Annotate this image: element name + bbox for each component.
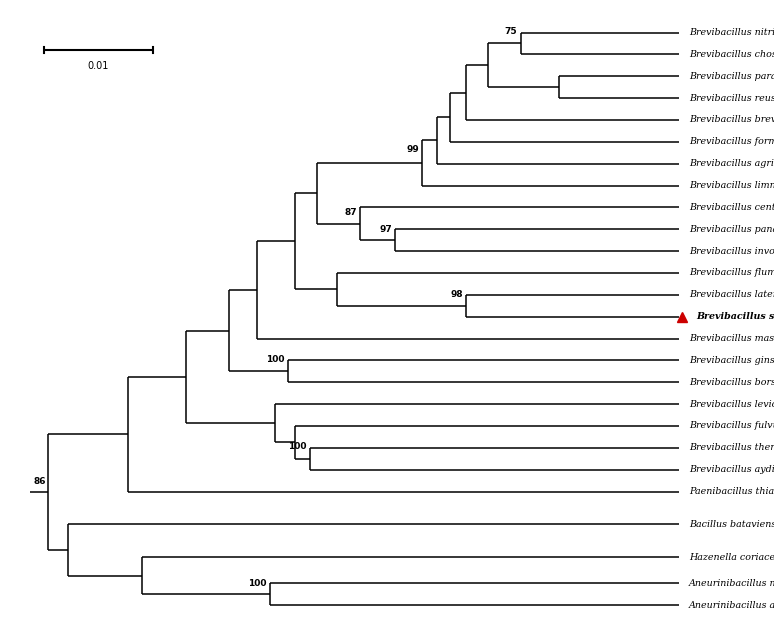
Text: Brevibacillus thermoruber: Brevibacillus thermoruber bbox=[689, 443, 774, 452]
Text: Brevibacillus borstelensis: Brevibacillus borstelensis bbox=[689, 378, 774, 387]
Text: 75: 75 bbox=[505, 27, 518, 36]
Text: 99: 99 bbox=[406, 145, 420, 154]
Text: Brevibacillus massiliensis: Brevibacillus massiliensis bbox=[689, 334, 774, 343]
Text: 100: 100 bbox=[248, 579, 266, 587]
Text: Brevibacillus aydinogluensis: Brevibacillus aydinogluensis bbox=[689, 465, 774, 474]
Text: 100: 100 bbox=[288, 442, 307, 451]
Text: Aneurinibacillus aneurinilyticus: Aneurinibacillus aneurinilyticus bbox=[689, 601, 774, 610]
Text: Brevibacillus ginsengisoli: Brevibacillus ginsengisoli bbox=[689, 356, 774, 365]
Text: Brevibacillus fluminis: Brevibacillus fluminis bbox=[689, 269, 774, 277]
Text: 0.01: 0.01 bbox=[87, 61, 109, 71]
Text: Brevibacillus parabrevis: Brevibacillus parabrevis bbox=[689, 72, 774, 81]
Text: Brevibacillus formosus: Brevibacillus formosus bbox=[689, 137, 774, 147]
Text: Brevibacillus reuszeri: Brevibacillus reuszeri bbox=[689, 94, 774, 103]
Text: Brevibacillus sp. S-1 (KC871055): Brevibacillus sp. S-1 (KC871055) bbox=[697, 312, 774, 321]
Text: Brevibacillus centrosporus: Brevibacillus centrosporus bbox=[689, 203, 774, 212]
Text: Hazenella coriacea: Hazenella coriacea bbox=[689, 553, 774, 562]
Text: Brevibacillus invocatus: Brevibacillus invocatus bbox=[689, 247, 774, 255]
Text: Brevibacillus choshinensis: Brevibacillus choshinensis bbox=[689, 50, 774, 59]
Text: Brevibacillus laterosporus: Brevibacillus laterosporus bbox=[689, 291, 774, 299]
Text: Brevibacillus levickii: Brevibacillus levickii bbox=[689, 399, 774, 409]
Text: Brevibacillus brevis: Brevibacillus brevis bbox=[689, 116, 774, 125]
Text: Aneurinibacillus migulanus: Aneurinibacillus migulanus bbox=[689, 579, 774, 588]
Text: 100: 100 bbox=[266, 355, 285, 364]
Text: Brevibacillus panacihumi: Brevibacillus panacihumi bbox=[689, 225, 774, 234]
Text: Paenibacillus thiaminolyticus: Paenibacillus thiaminolyticus bbox=[689, 487, 774, 496]
Text: Brevibacillus fulvus: Brevibacillus fulvus bbox=[689, 421, 774, 430]
Text: Brevibacillus agri: Brevibacillus agri bbox=[689, 159, 774, 168]
Text: Bacillus bataviensis: Bacillus bataviensis bbox=[689, 520, 774, 529]
Text: 98: 98 bbox=[450, 290, 463, 299]
Text: 86: 86 bbox=[33, 477, 46, 486]
Text: Brevibacillus nitrificans: Brevibacillus nitrificans bbox=[689, 28, 774, 37]
Text: 97: 97 bbox=[379, 225, 392, 233]
Text: Brevibacillus limnophilus: Brevibacillus limnophilus bbox=[689, 181, 774, 190]
Text: 87: 87 bbox=[344, 208, 357, 217]
